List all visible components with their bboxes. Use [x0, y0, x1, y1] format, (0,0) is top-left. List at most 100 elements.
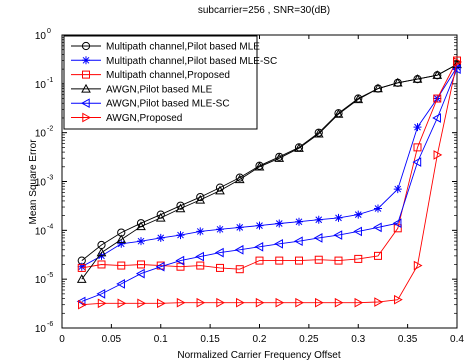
series-5 — [76, 64, 461, 307]
data-point — [195, 251, 204, 262]
x-tick-label: 0.1 — [154, 334, 168, 345]
y-tick-label: 10 — [35, 275, 47, 286]
legend-swatch-marker — [82, 56, 90, 65]
data-point — [214, 247, 224, 258]
data-point — [275, 219, 284, 228]
data-point — [374, 297, 384, 307]
data-point — [432, 113, 441, 123]
data-point — [155, 212, 166, 222]
y-tick-label: 10 — [35, 226, 47, 237]
data-point — [333, 109, 344, 118]
data-point — [216, 225, 224, 234]
data-point — [216, 297, 226, 308]
legend-label: Multipath channel,Pilot based MLE-SC — [106, 56, 277, 67]
data-point — [96, 247, 107, 257]
data-point — [374, 204, 382, 213]
legend-item: Multipath channel,Pilot based MLE — [71, 42, 260, 53]
data-point — [235, 265, 244, 274]
y-axis-title: Mean Square Error — [28, 139, 39, 225]
data-point — [353, 94, 364, 104]
y-tick-exponent: -3 — [47, 175, 53, 182]
data-point — [117, 298, 127, 309]
data-point — [175, 255, 185, 266]
legend-label: AWGN,Pilot based MLE-SC — [106, 99, 230, 110]
legend-item: AWGN,Proposed — [71, 112, 182, 124]
data-point — [314, 215, 323, 224]
data-point — [137, 298, 147, 309]
data-point — [157, 298, 166, 309]
series-line — [81, 66, 458, 268]
data-point — [373, 83, 383, 93]
data-point — [333, 230, 343, 240]
data-point — [295, 297, 305, 308]
data-point — [255, 297, 265, 308]
data-point — [315, 297, 324, 308]
data-point — [234, 244, 244, 255]
data-point — [413, 143, 422, 152]
data-point — [354, 210, 363, 219]
y-tick-exponent: -4 — [47, 223, 53, 230]
data-point — [76, 296, 86, 307]
axis-ticks: 0 0.05 0.1 0.15 0.2 0.25 0.3 0.35 0.410 -610 -510-… — [35, 28, 465, 345]
data-point — [334, 213, 343, 222]
y-tick-label: 10 — [35, 324, 47, 335]
data-point — [215, 183, 225, 192]
data-point — [452, 59, 462, 69]
legend-item: Multipath channel,Proposed — [71, 70, 230, 81]
data-point — [236, 297, 245, 308]
data-point — [176, 231, 185, 240]
legend-label: Multipath channel,Proposed — [106, 70, 230, 81]
x-axis-title: Normalized Carrier Frequency Offset — [177, 350, 340, 361]
data-point — [76, 274, 87, 283]
x-tick-label: 0.15 — [200, 334, 220, 345]
data-point — [96, 289, 106, 299]
data-point — [255, 221, 264, 230]
legend-swatch-marker — [81, 41, 91, 51]
data-point — [274, 153, 285, 162]
data-point — [393, 185, 402, 194]
data-point — [392, 218, 402, 229]
legend: Multipath channel,Pilot based MLE Multipa… — [63, 35, 277, 130]
data-point — [196, 261, 205, 270]
legend-item: AWGN,Pilot based MLE — [71, 83, 213, 95]
legend-box — [63, 35, 258, 130]
data-point — [117, 239, 126, 248]
x-tick-label: 0.35 — [398, 334, 418, 345]
data-point — [97, 260, 106, 269]
data-point — [77, 263, 86, 272]
data-point — [313, 128, 324, 138]
data-point — [275, 256, 284, 265]
data-point — [412, 157, 422, 167]
data-point — [453, 57, 463, 67]
legend-swatch-marker — [82, 70, 90, 79]
data-point — [116, 279, 125, 289]
y-tick-label: 10 — [35, 80, 47, 91]
data-point — [274, 238, 283, 249]
legend-item: AWGN,Pilot based MLE-SC — [71, 98, 230, 110]
data-point — [255, 256, 264, 265]
data-point — [295, 217, 303, 226]
data-point — [413, 123, 422, 132]
data-point — [294, 143, 304, 152]
data-point — [412, 74, 423, 83]
series-4 — [76, 59, 462, 283]
data-point — [215, 185, 225, 195]
data-point — [235, 223, 244, 232]
data-point — [432, 70, 443, 79]
data-point — [374, 251, 382, 260]
y-tick-exponent: 0 — [47, 28, 51, 35]
data-point — [195, 194, 206, 204]
legend-label: AWGN,Proposed — [106, 113, 182, 124]
legend-swatch-marker — [82, 112, 92, 123]
data-point — [313, 233, 323, 243]
legend-item: Multipath channel,Pilot based MLE-SC — [71, 56, 277, 67]
data-point — [295, 256, 303, 265]
data-point — [451, 64, 461, 74]
data-point — [392, 77, 403, 87]
y-tick-label: 10 — [35, 178, 47, 189]
data-point — [196, 227, 205, 236]
data-point — [156, 233, 165, 242]
y-tick-label: 10 — [35, 31, 47, 42]
data-point — [234, 174, 245, 184]
